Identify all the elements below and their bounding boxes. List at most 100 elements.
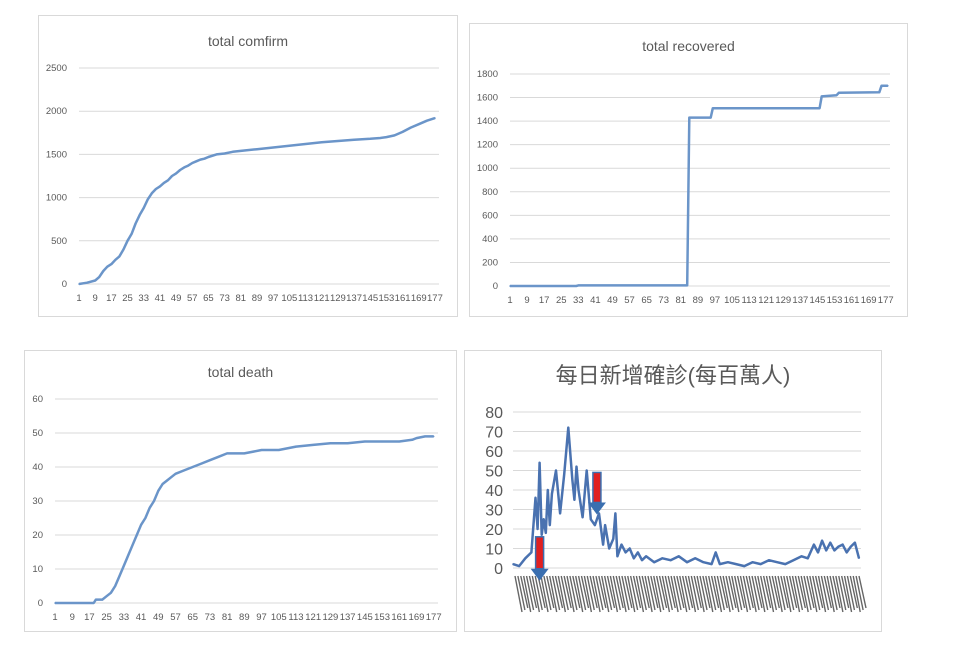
x-tick-label: 57	[187, 293, 198, 304]
data-point	[217, 456, 220, 458]
daily-new-cases-svg: 每日新增確診(每百萬人) 0 10 20 30 40 50 60 70 80	[485, 363, 867, 613]
x-tick-mark	[606, 575, 616, 609]
data-point	[353, 138, 355, 141]
series-line	[512, 426, 861, 568]
x-tick-mark	[658, 575, 668, 609]
x-tick-label: 113	[288, 612, 303, 623]
x-tick-label: 41	[155, 293, 166, 304]
y-tick-label: 50	[485, 464, 503, 481]
x-tick-mark	[817, 575, 827, 613]
data-point	[845, 551, 848, 554]
data-point	[199, 158, 202, 161]
data-point	[559, 512, 561, 515]
x-tick-label: 65	[641, 295, 652, 306]
x-tick-mark	[546, 575, 555, 609]
x-tick-label: 89	[239, 612, 250, 623]
x-tick-mark	[707, 575, 717, 611]
data-point	[432, 435, 435, 438]
y-tick-label: 0	[62, 279, 67, 290]
x-tick-label: 81	[236, 293, 247, 304]
data-point	[191, 162, 194, 164]
x-tick-mark	[858, 575, 867, 609]
data-point	[320, 141, 323, 144]
data-point	[144, 517, 147, 519]
data-point	[288, 144, 291, 147]
x-tick-mark	[826, 575, 835, 613]
x-tick-label: 97	[268, 293, 279, 304]
x-tick-label: 25	[122, 293, 133, 304]
x-tick-label: 113	[742, 295, 757, 306]
x-tick-mark	[840, 575, 850, 609]
x-tick-mark	[838, 575, 847, 611]
data-point	[581, 516, 584, 519]
data-point	[295, 445, 297, 448]
y-tick-label: 1000	[477, 163, 498, 174]
data-point	[231, 151, 234, 153]
x-tick-label: 1	[52, 612, 57, 623]
down-arrow-icon	[587, 471, 606, 515]
series-line	[55, 435, 434, 605]
data-point	[709, 116, 712, 119]
x-tick-label: 177	[427, 293, 443, 304]
x-tick-mark	[595, 575, 604, 611]
data-point	[187, 164, 190, 167]
data-point	[130, 233, 133, 235]
x-tick-mark	[687, 575, 697, 613]
data-point	[784, 563, 787, 565]
total-death-svg: total death 0 10 20 30 40 50 60 1 9 17 25 33 41 49 57 65…	[32, 364, 441, 623]
y-tick-label: 50	[32, 428, 43, 439]
data-point	[346, 442, 349, 444]
x-tick-label: 153	[374, 612, 390, 623]
x-tick-mark	[797, 575, 806, 609]
data-point	[686, 561, 688, 563]
x-tick-label: 137	[792, 295, 808, 306]
data-point	[818, 107, 821, 109]
x-tick-mark	[855, 575, 864, 611]
x-tick-mark	[780, 575, 789, 609]
x-tick-mark	[549, 575, 558, 613]
data-point	[170, 476, 172, 478]
x-tick-label: 9	[70, 612, 75, 623]
data-point	[678, 555, 680, 558]
total-recovered-svg: total recovered 0 200 400 600 800 1000 1200 1400…	[477, 38, 894, 306]
data-point	[381, 440, 383, 443]
chart-title: total recovered	[642, 38, 735, 54]
data-point	[155, 188, 157, 190]
x-tick-label: 49	[171, 293, 182, 304]
x-tick-mark	[653, 575, 662, 613]
y-tick-label: 0	[493, 281, 498, 292]
data-point	[512, 563, 514, 565]
x-tick-label: 17	[84, 612, 95, 623]
data-point	[191, 466, 194, 468]
x-tick-label: 153	[378, 293, 394, 304]
x-tick-mark	[731, 575, 740, 613]
x-tick-mark	[551, 575, 561, 611]
y-tick-label: 1500	[46, 149, 67, 160]
x-tick-label: 33	[573, 295, 584, 306]
data-point	[555, 469, 557, 472]
x-tick-mark	[577, 575, 587, 611]
data-point	[92, 602, 95, 604]
x-tick-mark	[812, 575, 821, 611]
x-tick-mark	[771, 575, 780, 609]
x-tick-label: 73	[658, 295, 669, 306]
data-point	[563, 473, 565, 476]
data-point	[163, 182, 165, 184]
y-tick-label: 30	[32, 496, 43, 507]
data-point	[792, 559, 795, 561]
x-tick-label: 145	[362, 293, 378, 304]
x-tick-mark	[572, 575, 581, 609]
y-tick-label: 1000	[46, 193, 67, 204]
data-point	[538, 461, 541, 464]
x-tick-mark	[664, 575, 674, 611]
data-point	[589, 518, 592, 521]
x-tick-mark	[667, 575, 676, 609]
data-point	[858, 557, 860, 560]
y-tick-label: 40	[485, 483, 503, 500]
x-tick-label: 113	[298, 293, 313, 304]
x-tick-label: 25	[556, 295, 567, 306]
x-tick-mark	[661, 575, 671, 613]
data-point	[637, 551, 639, 554]
data-point	[131, 544, 134, 546]
data-point	[645, 555, 647, 558]
